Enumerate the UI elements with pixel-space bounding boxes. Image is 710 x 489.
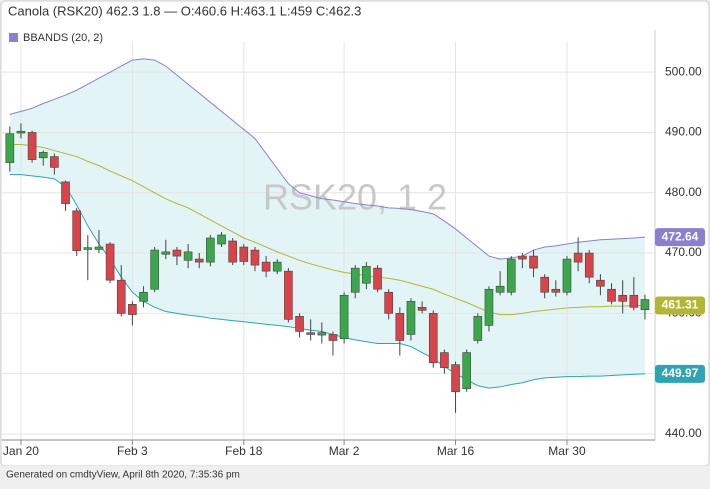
candle-body — [172, 249, 182, 257]
candle-body — [451, 364, 460, 393]
x-tick-label: Mar 2 — [329, 444, 360, 458]
candle-body — [272, 261, 282, 272]
candle-body — [183, 251, 193, 261]
candle-body — [261, 261, 271, 272]
candle-body — [72, 210, 81, 251]
x-tick-label: Mar 30 — [548, 444, 586, 458]
candle-body — [540, 276, 549, 293]
candle-body — [295, 316, 304, 332]
candle-body — [518, 255, 527, 260]
band-middle — [9, 144, 645, 316]
candle-body — [284, 270, 293, 320]
candle-body — [239, 246, 249, 262]
x-tick-label: Feb 3 — [117, 444, 148, 458]
candle-body — [484, 288, 494, 326]
candle-body — [584, 252, 594, 278]
y-tick-label: 470.00 — [665, 245, 702, 259]
value-tag-label: 461.31 — [662, 298, 699, 312]
x-tick-label: Jan 20 — [3, 444, 39, 458]
candle-body — [406, 301, 416, 335]
candle-body — [139, 291, 148, 302]
candle-body — [317, 332, 327, 336]
y-tick-label: 440.00 — [665, 426, 702, 440]
plot: RSK20, 1 2 — [2, 42, 655, 440]
candle-body — [629, 294, 639, 308]
candle-body — [551, 288, 561, 293]
candle-body — [350, 267, 360, 293]
y-tick-label: 500.00 — [665, 64, 702, 78]
candle-body — [529, 255, 538, 269]
candle-body — [562, 258, 572, 293]
value-tag-label: 449.97 — [662, 366, 699, 380]
y-tick-label: 490.00 — [665, 125, 702, 139]
candle-body — [61, 181, 70, 204]
candle-body — [250, 249, 260, 266]
candle-body — [417, 307, 427, 311]
candle-body — [495, 285, 505, 293]
candle-body — [38, 152, 48, 159]
candle-body — [50, 156, 59, 168]
value-tag-label: 472.64 — [662, 229, 699, 243]
candle-body — [440, 352, 449, 368]
x-tick-label: Feb 18 — [225, 444, 263, 458]
candle-body — [640, 299, 650, 311]
candle-body — [128, 304, 137, 315]
candle-body — [83, 247, 93, 250]
candle-body — [116, 279, 126, 314]
legend-label: BBANDS (20, 2) — [23, 32, 103, 44]
candle-body — [373, 267, 382, 290]
candle-body — [362, 266, 371, 284]
chart-title: Canola (RSK20) 462.3 1.8 — O:460.6 H:463… — [8, 3, 361, 18]
value-tag — [655, 296, 705, 315]
candle-body — [206, 237, 215, 263]
candle-body — [339, 294, 349, 339]
candle-body — [428, 313, 438, 364]
legend-swatch — [9, 33, 18, 42]
candle-body — [16, 130, 26, 134]
candle-body — [473, 316, 483, 341]
candle-body — [384, 291, 393, 314]
band-lower — [9, 174, 645, 389]
candle-body — [194, 258, 204, 263]
candle-body — [228, 240, 237, 263]
y-tick-label: 480.00 — [665, 185, 702, 199]
value-tag — [655, 228, 705, 247]
candle-body — [161, 251, 171, 255]
candle-body — [306, 332, 315, 335]
candle-body — [217, 234, 226, 245]
x-tick-label: Mar 16 — [437, 444, 475, 458]
candle-body — [506, 258, 516, 293]
footer: Generated on cmdtyView, April 8th 2020, … — [6, 470, 240, 481]
candle-body — [328, 334, 338, 341]
value-tag — [655, 364, 705, 383]
candle-body — [94, 246, 104, 250]
candle-body — [5, 133, 15, 163]
candle-body — [607, 288, 616, 302]
band-upper — [9, 58, 646, 260]
candle-body — [105, 243, 115, 281]
footer-bar — [1, 466, 709, 483]
candle-body — [596, 279, 605, 287]
candle-body — [395, 313, 405, 341]
candle-body — [618, 294, 627, 302]
candle-body — [462, 352, 471, 390]
candle-body — [150, 249, 159, 290]
candle-body — [27, 132, 37, 160]
candle-body — [573, 252, 583, 263]
